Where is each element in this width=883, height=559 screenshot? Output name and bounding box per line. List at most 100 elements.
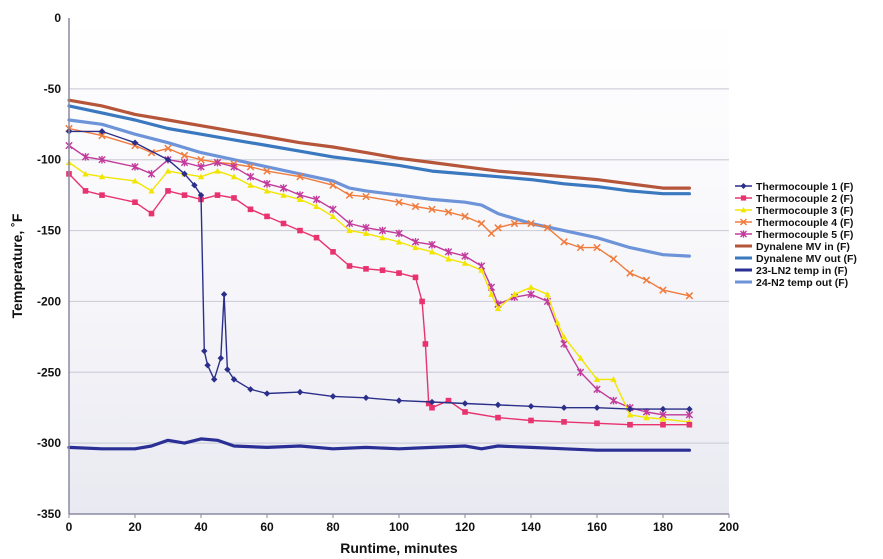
- data-point: [560, 333, 568, 340]
- data-point: [165, 188, 171, 194]
- data-point: [488, 291, 495, 297]
- data-point: [213, 158, 222, 167]
- data-point: [428, 205, 436, 214]
- legend-item: Thermocouple 4 (F): [735, 217, 853, 229]
- legend-item: Thermocouple 2 (F): [735, 193, 853, 205]
- legend-item: Dynalene MV out (F): [735, 253, 857, 265]
- x-tick-label: 180: [653, 520, 673, 534]
- data-point: [419, 298, 425, 305]
- data-point: [642, 276, 651, 284]
- data-point: [478, 267, 485, 273]
- data-point: [494, 305, 502, 312]
- data-point: [197, 173, 205, 180]
- data-point: [445, 397, 452, 404]
- data-point: [527, 403, 535, 410]
- data-point: [487, 229, 496, 238]
- data-point: [544, 291, 551, 297]
- data-point: [263, 167, 271, 175]
- data-point: [214, 167, 221, 174]
- data-point: [263, 187, 271, 194]
- data-point: [445, 255, 452, 262]
- data-point: [180, 151, 189, 160]
- data-point: [345, 191, 354, 199]
- legend-label: Dynalene MV in (F): [756, 241, 850, 253]
- data-point: [494, 401, 502, 409]
- data-point: [230, 163, 238, 171]
- data-point: [98, 155, 106, 164]
- data-point: [660, 421, 666, 428]
- data-point: [527, 290, 535, 299]
- data-point: [739, 218, 748, 226]
- data-point: [659, 286, 667, 294]
- data-point: [543, 224, 552, 232]
- data-point: [593, 243, 601, 252]
- data-point: [197, 155, 205, 164]
- data-point: [280, 220, 287, 227]
- data-point: [230, 376, 238, 383]
- data-point: [82, 188, 89, 194]
- data-point: [181, 170, 188, 178]
- data-point: [211, 376, 218, 383]
- series-dynalene-mv-out-f: [67, 104, 691, 196]
- data-point: [477, 219, 486, 228]
- data-point: [527, 219, 535, 228]
- data-point: [197, 191, 205, 199]
- series-24-n2-temp-out-f: [67, 118, 691, 258]
- data-point: [686, 421, 693, 428]
- series-line: [67, 437, 691, 452]
- data-point: [659, 415, 667, 422]
- data-point: [560, 238, 568, 246]
- series-layer: [65, 98, 694, 452]
- series-line: [67, 98, 691, 190]
- axes: [68, 18, 730, 518]
- x-tick-label: 20: [128, 520, 142, 534]
- data-point: [494, 224, 502, 232]
- data-point: [224, 366, 231, 373]
- data-point: [329, 213, 337, 219]
- data-point: [511, 291, 518, 297]
- y-axis-title: Temperature, ˚F: [9, 213, 25, 318]
- series-thermocouple-1-f: [65, 128, 693, 413]
- legend-item: 23-LN2 temp in (F): [735, 265, 848, 277]
- data-point: [247, 206, 254, 213]
- series-thermocouple-5-f: [65, 141, 694, 419]
- y-tick-labels: 0 -50 -100 -150 -200 -250 -300 -350: [37, 11, 61, 521]
- data-point: [98, 173, 106, 180]
- data-point: [345, 219, 354, 228]
- x-tick-label: 120: [455, 520, 475, 534]
- data-point: [461, 252, 469, 260]
- data-point: [593, 404, 601, 411]
- data-point: [263, 180, 271, 188]
- legend-label: 23-LN2 temp in (F): [756, 265, 848, 277]
- data-point: [495, 414, 501, 421]
- data-point: [461, 212, 469, 221]
- data-point: [528, 417, 534, 424]
- data-point: [428, 240, 436, 249]
- data-point: [296, 172, 304, 181]
- data-point: [428, 248, 436, 255]
- data-point: [220, 291, 228, 298]
- data-point: [280, 191, 287, 198]
- data-point: [627, 421, 633, 428]
- data-point: [429, 404, 435, 411]
- legend-label: Thermocouple 4 (F): [756, 217, 853, 229]
- data-point: [296, 196, 304, 202]
- data-point: [297, 227, 303, 234]
- data-point: [576, 243, 585, 252]
- series-line: [68, 173, 691, 426]
- data-point: [148, 187, 155, 194]
- data-point: [461, 259, 469, 266]
- data-point: [330, 249, 336, 255]
- data-point: [313, 203, 320, 210]
- data-point: [231, 195, 237, 201]
- data-point: [279, 184, 288, 192]
- data-point: [81, 153, 90, 161]
- data-point: [164, 144, 172, 153]
- data-point: [247, 386, 254, 393]
- legend: Thermocouple 1 (F)Thermocouple 2 (F)Ther…: [735, 181, 857, 289]
- data-point: [425, 400, 432, 407]
- y-tick-label: -200: [37, 294, 61, 308]
- legend-item: 24-N2 temp out (F): [735, 277, 848, 289]
- data-point: [82, 170, 89, 177]
